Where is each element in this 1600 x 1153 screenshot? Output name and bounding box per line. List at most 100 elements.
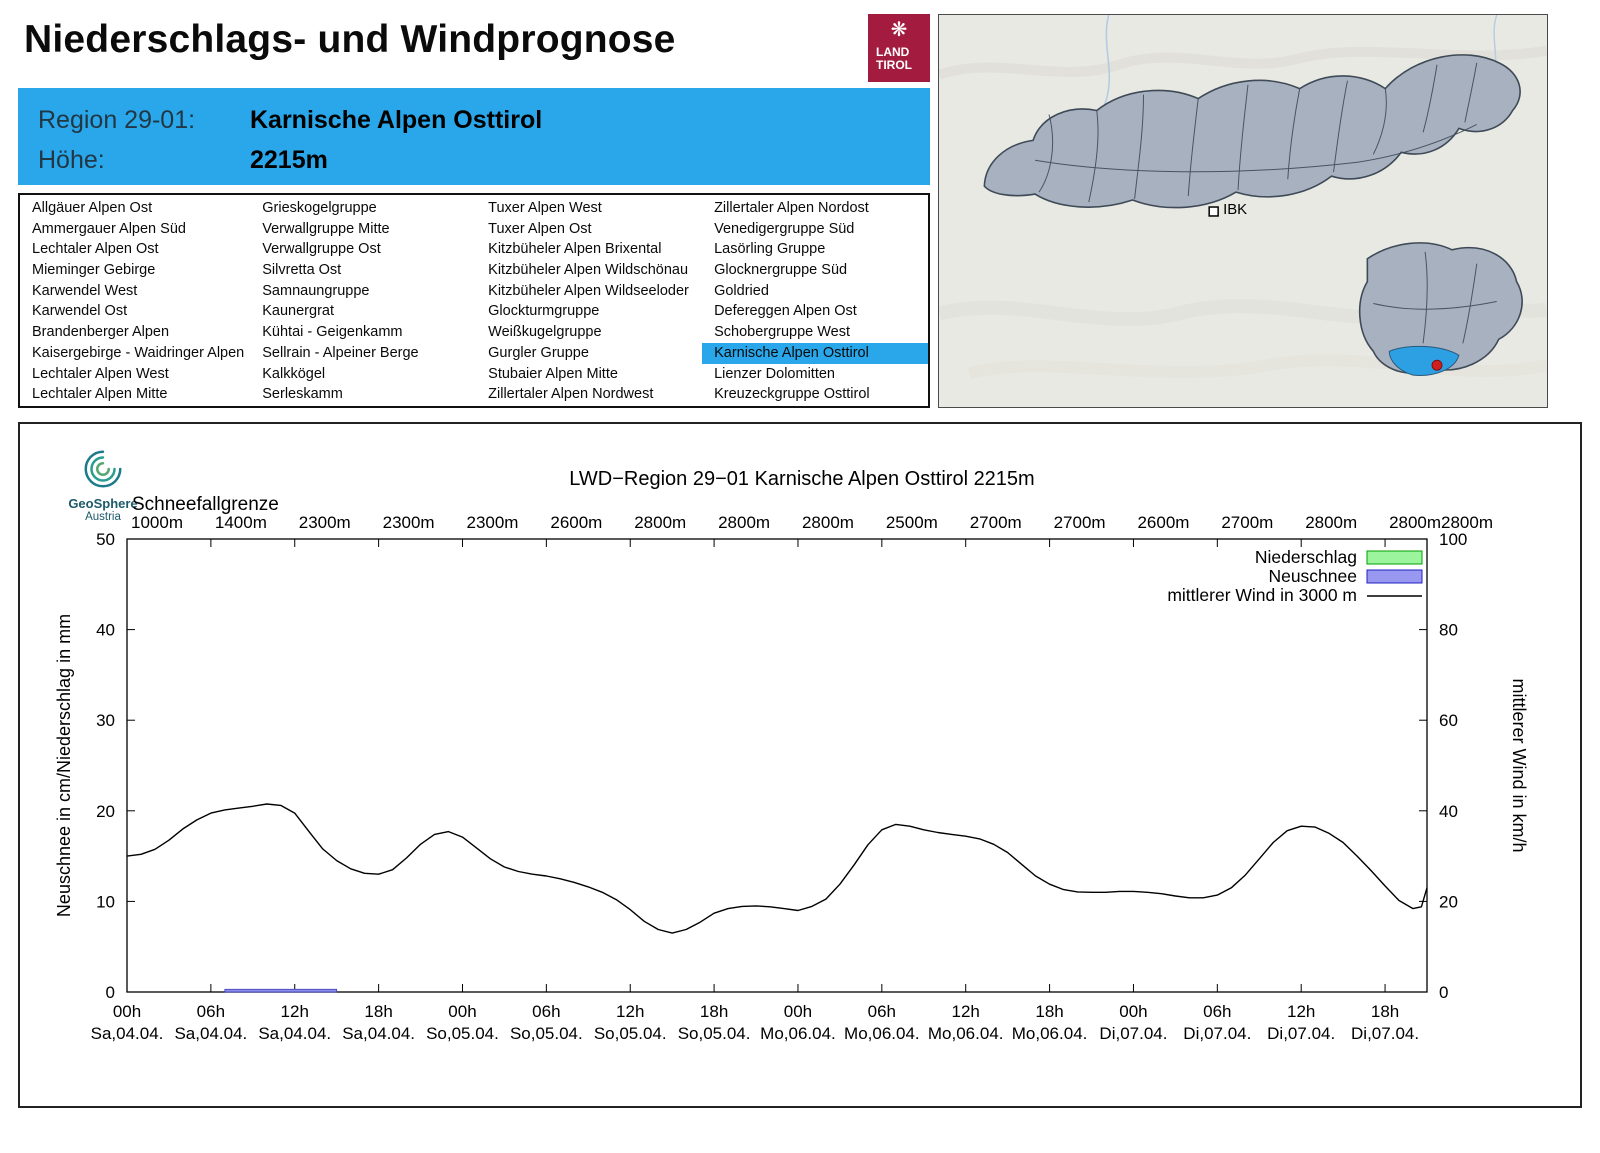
- x-tick-time: 06h: [1203, 1002, 1231, 1021]
- region-list-item[interactable]: Ammergauer Alpen Süd: [32, 220, 186, 237]
- region-list-item[interactable]: Kreuzeckgruppe Osttirol: [714, 386, 870, 403]
- x-tick-day: Mo,06.04.: [928, 1024, 1004, 1043]
- x-tick-day: Di,07.04.: [1267, 1024, 1335, 1043]
- region-list-column: Allgäuer Alpen Ost Ammergauer Alpen Süd Le…: [20, 198, 250, 405]
- x-tick-day: So,05.04.: [678, 1024, 751, 1043]
- snowline-value: 2300m: [299, 513, 351, 532]
- x-tick-time: 06h: [197, 1002, 225, 1021]
- region-list: Allgäuer Alpen Ost Ammergauer Alpen Süd Le…: [18, 193, 930, 408]
- region-name: Karnische Alpen Osttirol: [250, 106, 543, 134]
- region-map: IBK: [938, 14, 1548, 408]
- region-list-item[interactable]: Lasörling Gruppe: [714, 241, 826, 258]
- x-tick-day: So,05.04.: [594, 1024, 667, 1043]
- region-list-item[interactable]: Schobergruppe West: [714, 324, 851, 341]
- x-tick-time: 12h: [281, 1002, 309, 1021]
- y-label-right: 20: [1439, 892, 1458, 911]
- region-list-item[interactable]: Silvretta Ost: [262, 262, 342, 279]
- land-tirol-logo: ❋ LAND TIROL: [868, 14, 930, 82]
- region-list-item[interactable]: Lechtaler Alpen Mitte: [32, 386, 168, 403]
- x-tick-day: Di,07.04.: [1099, 1024, 1167, 1043]
- region-list-item[interactable]: Goldried: [714, 282, 769, 299]
- region-list-item[interactable]: Zillertaler Alpen Nordost: [714, 200, 869, 216]
- y-label-right: 80: [1439, 621, 1458, 640]
- region-list-item-selected[interactable]: Karnische Alpen Osttirol: [702, 342, 928, 364]
- ibk-marker-icon: [1208, 206, 1219, 217]
- x-tick-time: 18h: [700, 1002, 728, 1021]
- forecast-chart: GeoSphere Austria LWD−Region 29−01 Karni…: [18, 422, 1582, 1108]
- y-axis-title-right: mittlerer Wind in km/h: [1509, 678, 1529, 852]
- region-list-item[interactable]: Kaisergebirge - Waidringer Alpen: [32, 344, 245, 361]
- region-list-item[interactable]: Verwallgruppe Mitte: [262, 220, 390, 237]
- region-list-item[interactable]: Kitzbüheler Alpen Wildseeloder: [488, 282, 689, 299]
- region-header: Region 29-01: Karnische Alpen Osttirol Hö…: [18, 88, 930, 185]
- region-list-item[interactable]: Brandenberger Alpen: [32, 324, 170, 341]
- region-list-item[interactable]: Karwendel West: [32, 282, 138, 299]
- region-list-item[interactable]: Tuxer Alpen West: [488, 200, 602, 216]
- region-list-item[interactable]: Sellrain - Alpeiner Berge: [262, 344, 419, 361]
- region-list-item[interactable]: Lechtaler Alpen West: [32, 365, 169, 382]
- legend-label: Niederschlag: [1255, 547, 1357, 567]
- region-list-item[interactable]: Lienzer Dolomitten: [714, 365, 835, 382]
- x-tick-time: 00h: [448, 1002, 476, 1021]
- region-list-item[interactable]: Glocknergruppe Süd: [714, 262, 848, 279]
- x-tick-day: Sa,04.04.: [258, 1024, 331, 1043]
- y-label-left: 40: [96, 621, 115, 640]
- y-label-right: 0: [1439, 983, 1448, 1002]
- x-tick-day: Mo,06.04.: [844, 1024, 920, 1043]
- y-label-right: 100: [1439, 530, 1467, 549]
- region-list-column: Zillertaler Alpen Nordost Venedigergruppe…: [702, 198, 928, 405]
- region-list-item[interactable]: Kitzbüheler Alpen Wildschönau: [488, 262, 689, 279]
- region-list-item[interactable]: Verwallgruppe Ost: [262, 241, 381, 258]
- region-list-item[interactable]: Kühtai - Geigenkamm: [262, 324, 403, 341]
- region-list-item[interactable]: Zillertaler Alpen Nordwest: [488, 386, 654, 403]
- region-list-item[interactable]: Defereggen Alpen Ost: [714, 303, 857, 320]
- region-list-item[interactable]: Venedigergruppe Süd: [714, 220, 855, 237]
- region-list-item[interactable]: Glockturmgruppe: [488, 303, 600, 320]
- x-tick-time: 06h: [868, 1002, 896, 1021]
- chart-title: LWD−Region 29−01 Karnische Alpen Osttiro…: [569, 468, 1034, 490]
- chart-svg: LWD−Region 29−01 Karnische Alpen Osttiro…: [54, 468, 1529, 1043]
- region-list-item[interactable]: Allgäuer Alpen Ost: [32, 200, 153, 216]
- snowline-value: 2800m: [718, 513, 770, 532]
- plot-border: [126, 538, 1428, 993]
- snowline-value: 1400m: [215, 513, 267, 532]
- y-label-right: 40: [1439, 802, 1458, 821]
- terrain-texture: [967, 354, 1547, 379]
- snowline-value: 1000m: [131, 513, 183, 532]
- geosphere-name: GeoSphere: [68, 496, 138, 511]
- x-tick-time: 06h: [532, 1002, 560, 1021]
- region-list-item[interactable]: Lechtaler Alpen Ost: [32, 241, 159, 258]
- neuschnee-bar: [224, 988, 338, 993]
- region-list-item[interactable]: Stubaier Alpen Mitte: [488, 365, 618, 382]
- region-list-item[interactable]: Serleskamm: [262, 386, 343, 403]
- legend-label: Neuschnee: [1268, 566, 1357, 586]
- geosphere-logo: GeoSphere Austria: [58, 446, 148, 523]
- geosphere-sub: Austria: [85, 511, 121, 523]
- ibk-label: IBK: [1223, 201, 1247, 218]
- region-list-item[interactable]: Karwendel Ost: [32, 303, 128, 320]
- x-tick-day: Di,07.04.: [1351, 1024, 1419, 1043]
- snowline-value: 2700m: [1221, 513, 1273, 532]
- region-list-item[interactable]: Mieminger Gebirge: [32, 262, 156, 279]
- tirol-logo-line1: LAND: [876, 45, 910, 59]
- legend-swatch: [1366, 550, 1423, 565]
- region-list-item[interactable]: Gurgler Gruppe: [488, 344, 589, 361]
- region-list-item[interactable]: Kalkkögel: [262, 365, 326, 382]
- region-list-item[interactable]: Samnaungruppe: [262, 282, 370, 299]
- snowline-value: 2300m: [466, 513, 518, 532]
- y-label-right: 60: [1439, 711, 1458, 730]
- region-list-item[interactable]: Tuxer Alpen Ost: [488, 220, 592, 237]
- y-label-left: 50: [96, 530, 115, 549]
- x-tick-day: Di,07.04.: [1183, 1024, 1251, 1043]
- region-label: Region 29-01:: [38, 106, 196, 134]
- region-list-item[interactable]: Grieskogelgruppe: [262, 200, 377, 216]
- x-tick-day: Mo,06.04.: [760, 1024, 836, 1043]
- tirol-eagle-icon: ❋: [890, 19, 908, 41]
- snowline-value: 2600m: [550, 513, 602, 532]
- region-list-item[interactable]: Kitzbüheler Alpen Brixental: [488, 241, 662, 258]
- snowline-value: 2600m: [1137, 513, 1189, 532]
- x-tick-time: 12h: [616, 1002, 644, 1021]
- region-list-item[interactable]: Kaunergrat: [262, 303, 334, 320]
- region-list-item[interactable]: Weißkugelgruppe: [488, 324, 602, 341]
- x-tick-time: 18h: [364, 1002, 392, 1021]
